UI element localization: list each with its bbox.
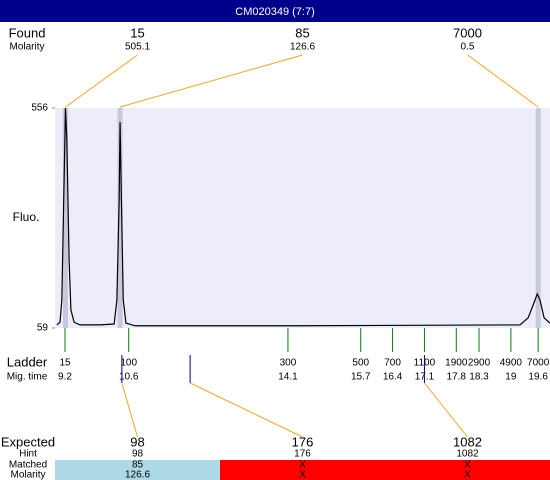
match-cell [385,460,550,480]
hint-value: 98 [132,449,144,460]
found-label: Found [9,25,46,40]
y-tick-label: 59 [37,323,49,334]
title-bar [0,0,550,22]
found-molarity: 126.6 [290,42,315,53]
found-molarity: 505.1 [125,42,150,53]
ladder-label: Ladder [7,354,48,369]
mig-time-label: Mig. time [7,372,48,383]
matched-value: X [299,460,306,471]
matched-value: 85 [132,460,144,471]
found-size: 85 [295,25,309,40]
ladder-time: 15.7 [351,372,371,383]
ladder-time: 9.2 [58,372,72,383]
peak-connector [119,54,303,108]
matched-molarity: X [464,470,471,480]
ladder-time: 14.1 [278,372,298,383]
expected-connector [189,382,303,438]
ladder-size: 300 [280,358,297,369]
hint-value: 1082 [456,449,479,460]
match-cell [220,460,385,480]
ladder-time: 19 [505,372,517,383]
ladder-size: 1900 [445,358,468,369]
expected-size: 1082 [453,434,482,449]
ladder-size: 7000 [527,358,550,369]
expected-size: 176 [292,434,314,449]
plot-area [55,108,550,328]
matched-molarity: 126.6 [125,470,150,480]
ladder-time: 10.6 [119,372,139,383]
peak-connector [467,54,539,108]
ladder-time: 17.8 [447,372,467,383]
ladder-size: 100 [120,358,137,369]
ladder-time: 19.6 [528,372,548,383]
ladder-size: 15 [59,358,71,369]
title: CM020349 (7:7) [235,6,315,18]
y-axis-label: Fluo. [13,210,40,224]
peak-highlight [535,108,541,328]
y-tick-label: 556 [31,103,48,114]
hint-value: 176 [294,449,311,460]
expected-connector [121,382,138,438]
ladder-size: 4900 [500,358,523,369]
ladder-size: 500 [352,358,369,369]
expected-connector [424,382,468,438]
expected-molarity-label: Molarity [10,470,45,480]
trace [56,107,550,327]
ladder-size: 2900 [468,358,491,369]
matched-value: X [464,460,471,471]
found-size: 7000 [453,25,482,40]
peak-connector [65,54,138,108]
hint-label: Hint [19,449,37,460]
matched-molarity: X [299,470,306,480]
peak-highlight [62,108,68,328]
match-cell [55,460,220,480]
found-size: 15 [130,25,144,40]
expected-label: Expected [1,434,55,449]
matched-label: Matched [9,460,47,471]
found-molarity: 0.5 [461,42,475,53]
ladder-time: 18.3 [469,372,489,383]
peak-highlight [117,108,123,328]
found-molarity-label: Molarity [9,42,44,53]
expected-size: 98 [130,434,144,449]
ladder-time: 16.4 [383,372,403,383]
ladder-size: 700 [384,358,401,369]
